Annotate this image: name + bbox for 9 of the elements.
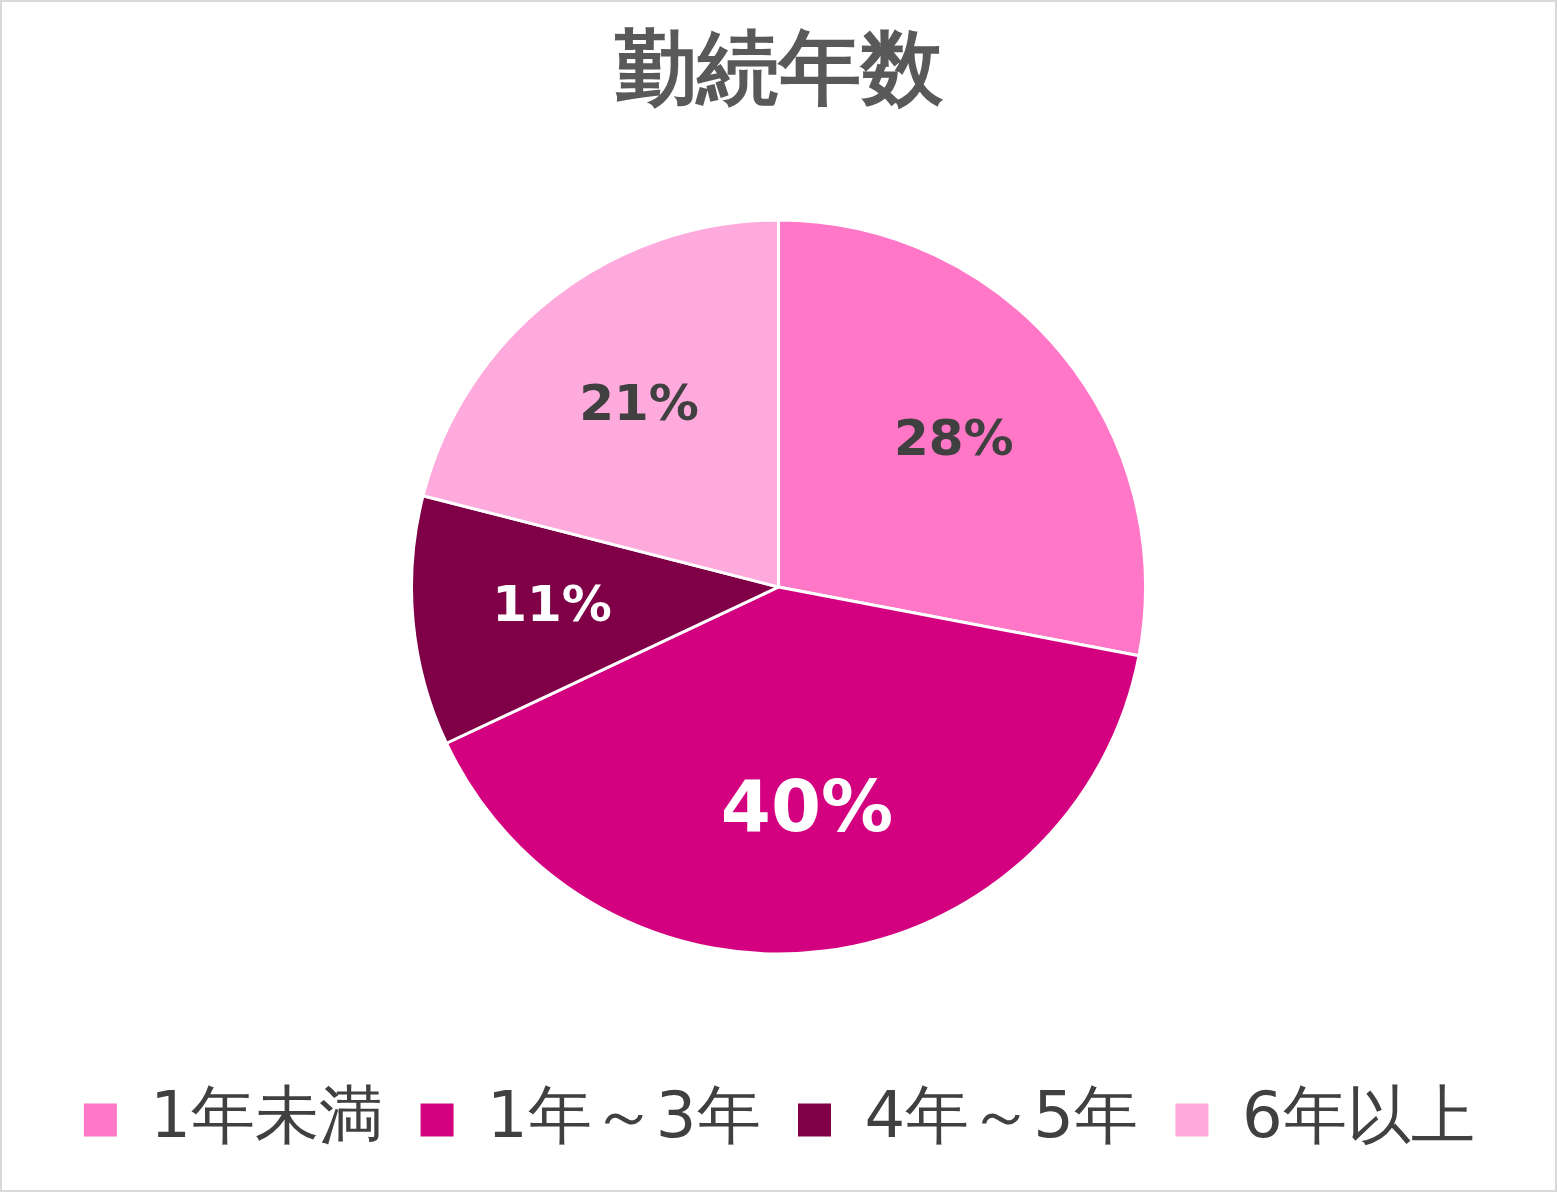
data-label: 11% (492, 575, 612, 634)
legend-label: 4年～5年 (864, 1077, 1138, 1152)
legend-label: 6年以上 (1241, 1077, 1475, 1152)
legend-label: 1年未満 (150, 1077, 384, 1152)
data-label: 21% (579, 374, 699, 433)
legend-label: 1年～3年 (487, 1077, 761, 1152)
data-label: 28% (893, 408, 1014, 467)
data-label: 40% (720, 764, 894, 849)
chart-title: 勤続年数 (613, 20, 944, 116)
